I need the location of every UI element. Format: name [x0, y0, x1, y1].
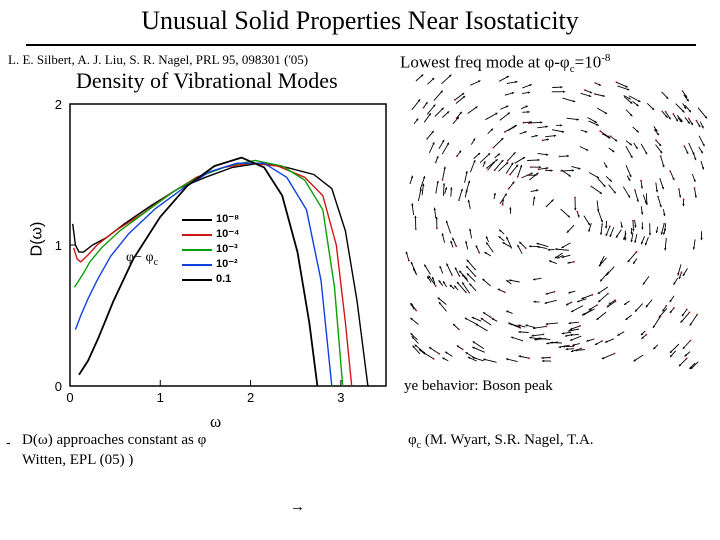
vector-field-plot [400, 72, 710, 372]
bullet-arrow-glyph: → [290, 498, 305, 515]
legend-row: 10⁻³ [182, 242, 239, 257]
legend-label: 10⁻² [216, 257, 238, 272]
legend-swatch [182, 234, 212, 236]
legend-label: 10⁻³ [216, 242, 238, 257]
legend-label: 10⁻⁸ [216, 212, 239, 227]
bullet-3-line2: Witten, EPL (05) ) [22, 452, 133, 468]
title-underline [26, 44, 696, 46]
page-title: Unusual Solid Properties Near Isostatici… [0, 6, 720, 36]
phi-label-text: φ− φ [126, 250, 154, 265]
reference-citation: L. E. Silbert, A. J. Liu, S. R. Nagel, P… [8, 52, 308, 68]
svg-text:0: 0 [66, 390, 73, 405]
bullet-2-text: ye behavior: Boson peak [404, 378, 553, 394]
subtitle-right-phi: φ-φ [544, 53, 569, 72]
reference-text: L. E. Silbert, A. J. Liu, S. R. Nagel, P… [8, 52, 308, 67]
bullet-boson-peak: ye behavior: Boson peak [404, 378, 553, 395]
bullet-d-omega-line2: Witten, EPL (05) ) [22, 452, 133, 469]
legend-swatch [182, 249, 212, 251]
legend-label: 10⁻⁴ [216, 227, 239, 242]
bullet-d-omega-line1: D(ω) approaches constant as φ [22, 432, 206, 449]
svg-text:3: 3 [337, 390, 344, 405]
x-axis-label: ω [210, 412, 221, 432]
legend-swatch [182, 279, 212, 281]
y-axis-label: D(ω) [28, 222, 46, 257]
legend-row: 10⁻² [182, 257, 239, 272]
phi-label-c: c [154, 257, 158, 268]
vector-field-svg [400, 72, 710, 372]
svg-text:2: 2 [247, 390, 254, 405]
legend-swatch [182, 264, 212, 266]
svg-text:1: 1 [55, 238, 62, 253]
legend-swatch [182, 219, 212, 221]
subtitle-right-eq: =10 [575, 53, 602, 72]
svg-text:1: 1 [157, 390, 164, 405]
svg-text:0: 0 [55, 379, 62, 394]
bullet-marker: - [6, 434, 11, 450]
legend-row: 10⁻⁴ [182, 227, 239, 242]
legend-row: 10⁻⁸ [182, 212, 239, 227]
phi-phic-label: φ− φc [126, 250, 158, 268]
bullet-3-phi: φ [408, 432, 417, 448]
chart-legend: 10⁻⁸10⁻⁴10⁻³10⁻²0.1 [182, 212, 239, 287]
subtitle-right-pre: Lowest freq mode at [400, 53, 544, 72]
legend-row: 0.1 [182, 272, 239, 287]
svg-text:2: 2 [55, 97, 62, 112]
legend-label: 0.1 [216, 272, 231, 287]
bullet-arrow-lone: → [290, 498, 305, 515]
bullet-3-tail: (M. Wyart, S.R. Nagel, T.A. [421, 432, 593, 448]
subtitle-right-exp: -8 [601, 52, 610, 64]
subtitle-left: Density of Vibrational Modes [76, 68, 338, 94]
bullet-3-pre: D(ω) approaches constant as φ [22, 432, 206, 448]
bullet-d-omega-right: φc (M. Wyart, S.R. Nagel, T.A. [408, 432, 594, 451]
